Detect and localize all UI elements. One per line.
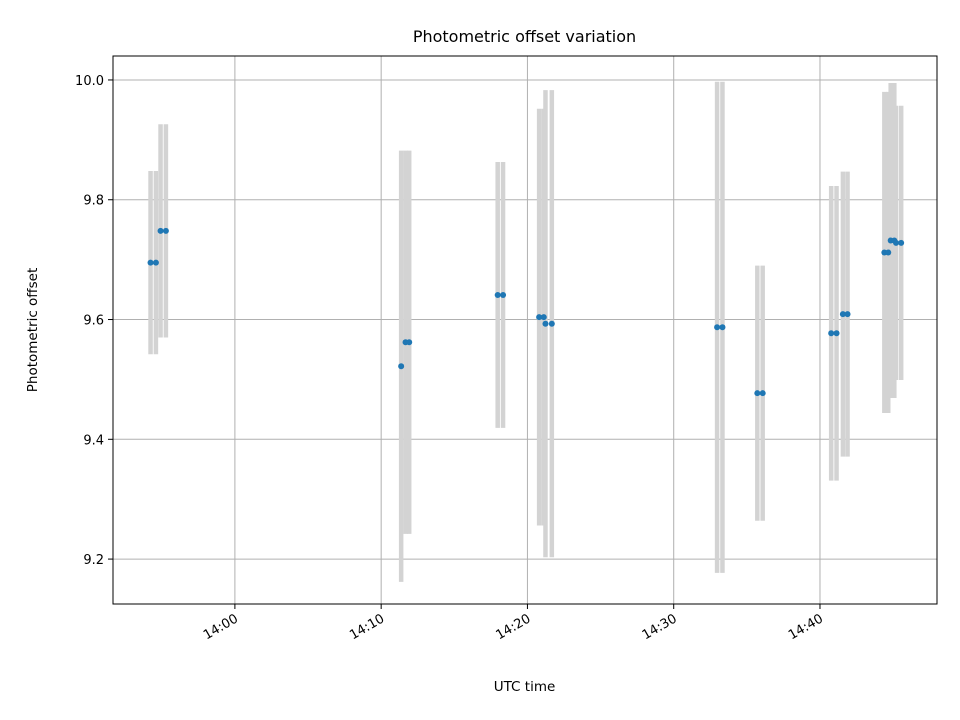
data-point <box>833 330 840 337</box>
y-tick-label: 9.2 <box>83 553 104 568</box>
data-point <box>898 239 905 246</box>
data-point <box>494 291 501 298</box>
chart-title: Photometric offset variation <box>413 27 636 46</box>
data-point <box>147 259 154 266</box>
data-point <box>398 363 405 370</box>
data-point <box>548 320 555 327</box>
y-tick-label: 10.0 <box>75 74 104 89</box>
y-tick-label: 9.6 <box>83 314 104 329</box>
data-point <box>828 330 835 337</box>
data-point <box>754 390 761 397</box>
y-axis-label: Photometric offset <box>25 268 41 392</box>
grid <box>113 56 937 604</box>
data-point <box>540 314 547 321</box>
data-point <box>719 324 726 331</box>
data-point <box>714 324 721 331</box>
data-point <box>759 390 766 397</box>
data-marks <box>147 81 905 582</box>
data-point <box>162 227 169 234</box>
data-point <box>500 291 507 298</box>
data-point <box>406 339 413 346</box>
data-point <box>157 227 164 234</box>
data-point <box>839 311 846 318</box>
data-point <box>152 259 159 266</box>
y-tick-label: 9.4 <box>83 433 104 448</box>
data-point <box>542 320 549 327</box>
y-tick-label: 9.8 <box>83 194 104 209</box>
data-point <box>893 239 900 246</box>
data-point <box>844 311 851 318</box>
x-axis-label: UTC time <box>494 679 556 695</box>
data-point <box>885 249 892 256</box>
plot-frame <box>112 55 938 605</box>
data-point <box>536 314 543 321</box>
